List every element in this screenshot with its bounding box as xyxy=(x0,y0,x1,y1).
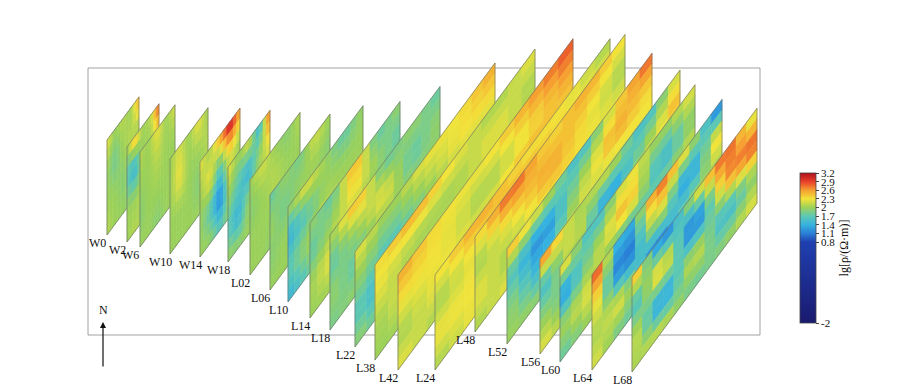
svg-text:L52: L52 xyxy=(488,345,507,359)
svg-text:2.3: 2.3 xyxy=(821,193,835,205)
svg-text:-2: -2 xyxy=(821,317,830,329)
svg-text:L68: L68 xyxy=(613,373,632,387)
svg-text:W0: W0 xyxy=(89,236,106,250)
svg-text:3.2: 3.2 xyxy=(821,167,835,179)
svg-text:N: N xyxy=(99,303,108,317)
svg-text:L24: L24 xyxy=(416,371,435,385)
svg-text:0.8: 0.8 xyxy=(821,236,835,248)
svg-text:lg[ρ/(Ω·m)]: lg[ρ/(Ω·m)] xyxy=(837,220,851,277)
svg-text:L02: L02 xyxy=(231,276,250,290)
svg-text:L22: L22 xyxy=(336,348,355,362)
svg-text:W6: W6 xyxy=(122,248,139,262)
svg-text:W10: W10 xyxy=(149,255,172,269)
svg-text:W14: W14 xyxy=(179,258,202,272)
svg-text:L56: L56 xyxy=(521,355,540,369)
svg-text:1.7: 1.7 xyxy=(821,210,835,222)
svg-text:L06: L06 xyxy=(251,291,270,305)
svg-text:L14: L14 xyxy=(291,319,310,333)
svg-text:L60: L60 xyxy=(541,363,560,377)
svg-text:L48: L48 xyxy=(456,333,475,347)
svg-text:L10: L10 xyxy=(269,303,288,317)
svg-text:2.6: 2.6 xyxy=(821,184,835,196)
svg-text:2: 2 xyxy=(821,201,827,213)
svg-text:W2: W2 xyxy=(109,243,126,257)
svg-text:W18: W18 xyxy=(207,263,230,277)
svg-text:2.9: 2.9 xyxy=(821,176,835,188)
svg-text:L38: L38 xyxy=(356,361,375,375)
svg-text:L18: L18 xyxy=(311,331,330,345)
svg-text:L64: L64 xyxy=(573,371,592,385)
svg-text:L42: L42 xyxy=(379,371,398,385)
svg-text:1.1: 1.1 xyxy=(821,227,835,239)
svg-text:1.4: 1.4 xyxy=(821,219,835,231)
